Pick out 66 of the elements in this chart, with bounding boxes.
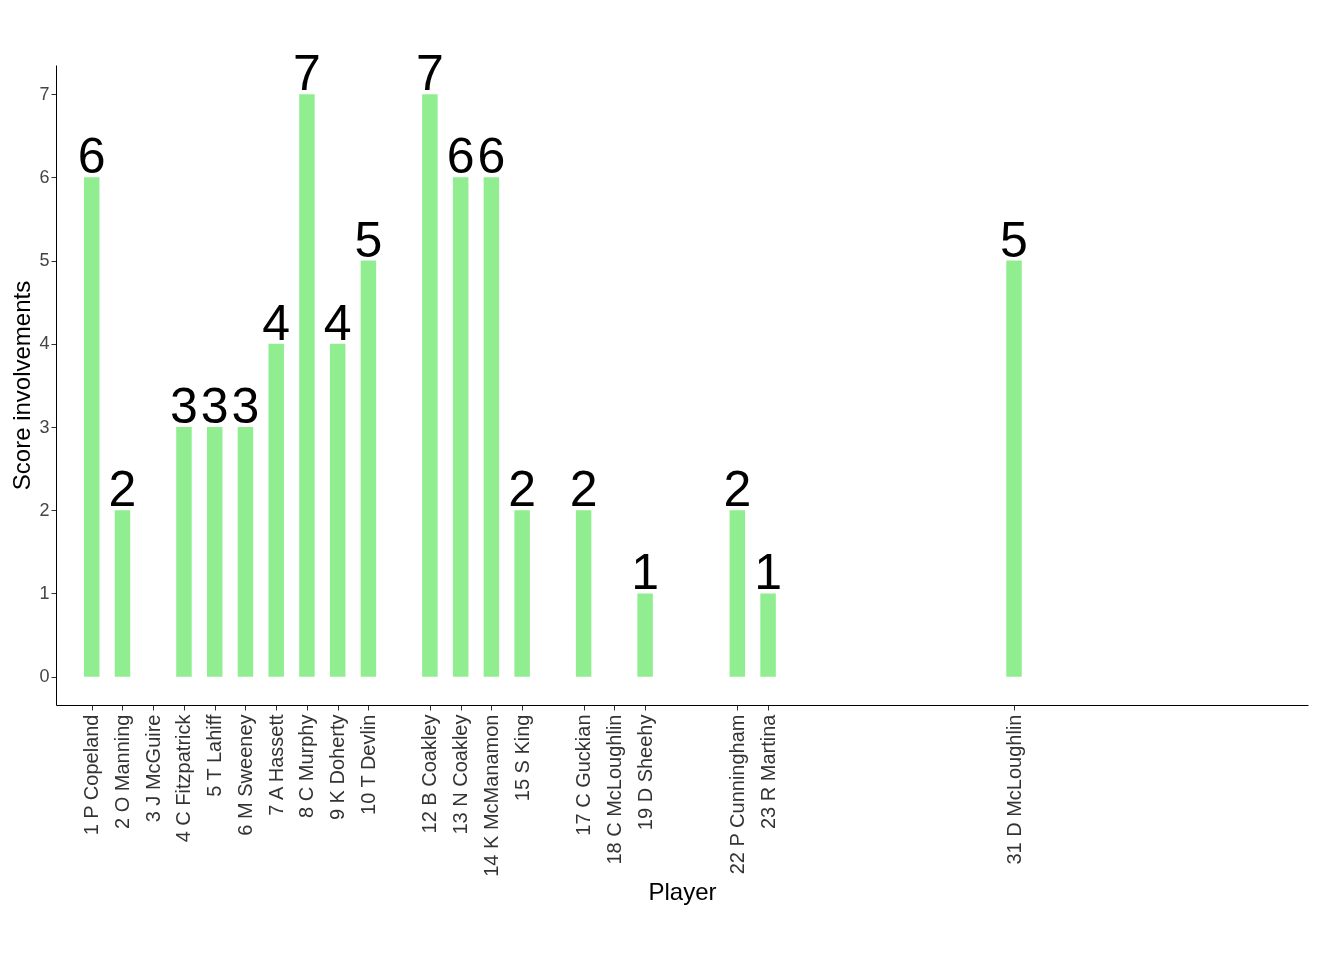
x-tick-label: 4 C Fitzpatrick [172,713,195,843]
data-label: 5 [1000,211,1028,268]
y-tick-label: 2 [39,499,50,520]
data-label: 7 [293,45,321,102]
data-label: 7 [416,45,444,102]
x-tick-label: 23 R Martina [756,713,779,829]
x-tick-label: 1 P Copeland [80,714,103,836]
x-tick-label: 3 J McGuire [141,714,164,823]
bar [237,427,254,677]
bar [299,94,315,677]
data-label: 1 [754,544,782,601]
bar [637,593,653,677]
bar [329,343,346,677]
y-tick-label: 5 [39,250,50,271]
data-label: 2 [108,461,137,518]
x-tick-label: 14 K McManamon [479,714,502,877]
data-label: 5 [354,211,383,268]
bar [760,593,776,677]
data-label: 3 [170,378,198,435]
data-label: 1 [631,544,660,601]
data-label: 2 [569,461,598,518]
x-tick-label: 18 C McLoughlin [602,714,625,865]
x-tick-label: 9 K Doherty [326,714,349,821]
bar [514,510,530,677]
y-axis-title: Score involvements [8,280,36,491]
y-tick-label: 6 [39,166,50,187]
bar [268,343,284,677]
x-tick-label: 2 O Manning [110,714,133,830]
data-label: 2 [723,461,752,518]
bar [360,260,377,677]
bar [575,510,592,677]
bar [206,427,223,677]
x-tick-label: 22 P Cunningham [725,714,748,875]
bar [84,177,100,677]
data-label: 3 [231,378,260,435]
x-tick-label: 15 S King [510,714,533,802]
data-label: 4 [323,294,352,351]
x-tick-label: 12 B Coakley [418,714,441,834]
data-label: 6 [477,128,506,185]
bar [176,427,192,677]
y-tick-label: 4 [39,333,50,354]
data-label: 4 [262,294,291,351]
x-tick-label: 6 M Sweeney [233,714,256,836]
bar [1006,260,1022,677]
x-tick-label: 7 A Hassett [264,714,287,816]
x-tick-label: 31 D McLoughlin [1002,714,1025,865]
y-tick-label: 7 [39,83,50,104]
y-tick-label: 3 [39,416,50,437]
x-tick-label: 5 T Lahiff [203,714,226,797]
bar [729,510,746,677]
x-tick-label: 13 N Coakley [449,714,472,835]
bar [422,94,438,677]
x-tick-label: 10 T Devlin [356,714,379,815]
data-label: 3 [200,378,229,435]
x-tick-label: 17 C Guckian [572,714,595,836]
bar [483,177,500,677]
y-tick-label: 1 [39,582,50,603]
x-tick-label: 19 D Sheehy [633,714,656,831]
data-label: 6 [77,128,106,185]
bar [114,510,131,677]
data-label: 2 [508,461,537,518]
x-tick-label: 8 C Murphy [295,714,318,818]
x-axis-title: Player [648,877,717,905]
y-tick-label: 0 [39,666,50,687]
bar [452,177,469,677]
data-label: 6 [446,128,475,185]
